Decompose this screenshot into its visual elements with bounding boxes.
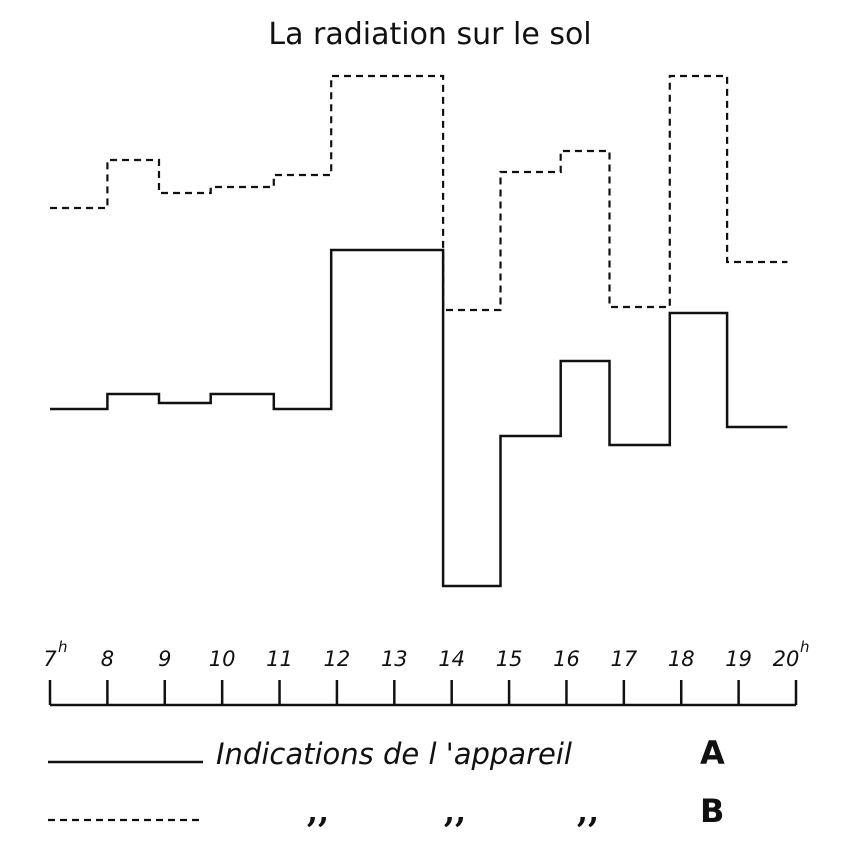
legend: Indications de l 'appareil A ,, ,, ,, B	[48, 734, 725, 830]
x-tick-label-16: 16	[553, 647, 580, 671]
x-axis-ticks: 7 h 8 9 10 11 12 13 14 15 16 17 18 19 20 h	[43, 638, 810, 705]
x-axis: 7 h 8 9 10 11 12 13 14 15 16 17 18 19 20 h	[43, 638, 810, 707]
legend-letter-a: A	[700, 734, 725, 772]
series-line-a	[50, 248, 788, 588]
series-line-b	[50, 74, 788, 312]
x-tick-label-13: 13	[381, 647, 408, 671]
x-tick-label-14: 14	[438, 647, 465, 671]
x-tick-label-10: 10	[209, 647, 236, 671]
x-tick-superscript-20: h	[800, 638, 810, 656]
x-tick-superscript-7: h	[58, 638, 68, 656]
legend-letter-b: B	[700, 792, 724, 830]
x-tick-label-15: 15	[496, 647, 523, 671]
legend-ditto-1: ,,	[307, 792, 329, 830]
x-tick-label-19: 19	[725, 647, 752, 671]
series-layer	[50, 74, 788, 588]
x-tick-label-8: 8	[101, 647, 114, 671]
legend-ditto-2: ,,	[444, 792, 466, 830]
x-tick-label-7: 7	[43, 647, 57, 671]
x-tick-label-11: 11	[266, 647, 293, 671]
x-tick-label-9: 9	[158, 647, 171, 671]
chart-title: La radiation sur le sol	[268, 17, 591, 52]
x-tick-label-20: 20	[773, 647, 800, 671]
legend-label-a: Indications de l 'appareil	[216, 737, 572, 771]
x-tick-label-18: 18	[668, 647, 695, 671]
x-tick-label-17: 17	[610, 647, 637, 671]
legend-ditto-3: ,,	[577, 792, 599, 830]
x-tick-label-12: 12	[324, 647, 351, 671]
